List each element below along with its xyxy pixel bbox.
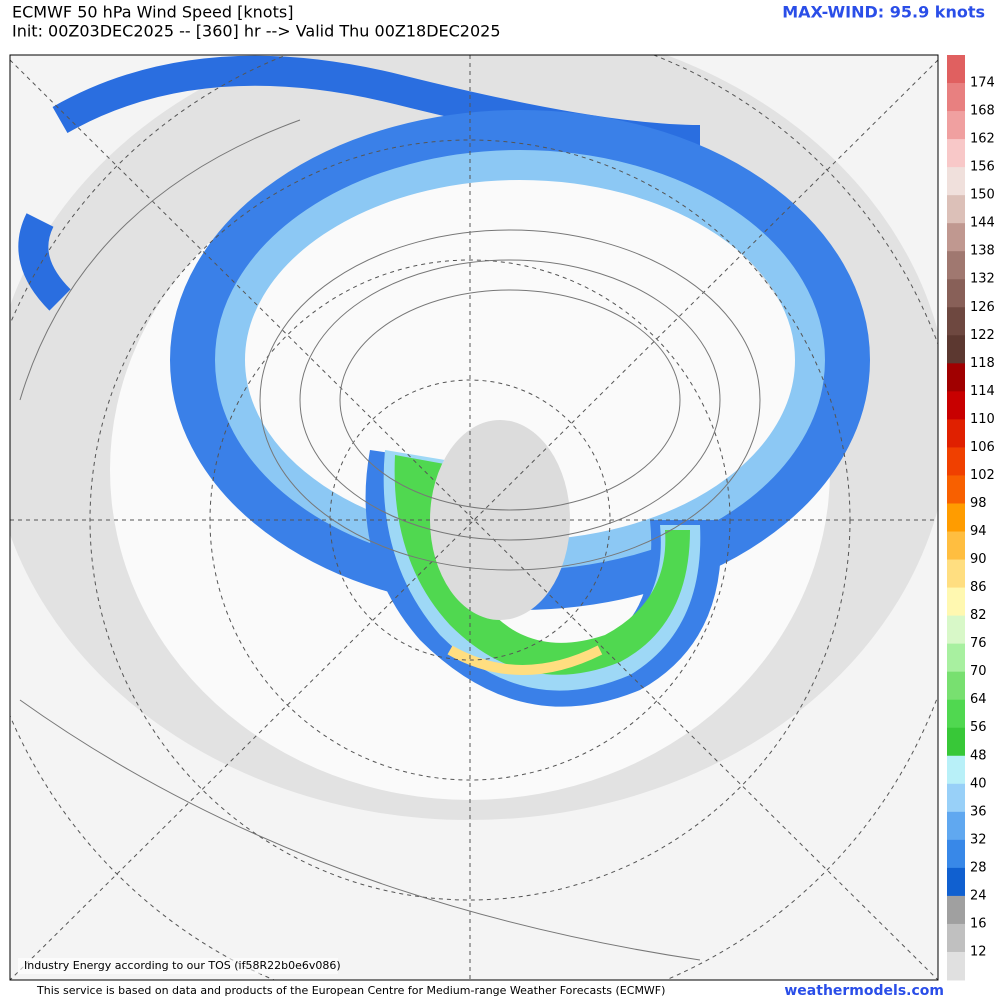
- title: ECMWF 50 hPa Wind Speed [knots]: [12, 3, 293, 22]
- colorbar-label: 64: [970, 692, 987, 707]
- colorbar-label: 106: [970, 440, 995, 455]
- colorbar-box: [947, 699, 965, 729]
- colorbar-label: 82: [970, 608, 987, 623]
- colorbar-box: [947, 867, 965, 897]
- colorbar-box: [947, 727, 965, 757]
- colorbar-label: 28: [970, 860, 987, 875]
- yellow-core: [447, 645, 603, 675]
- colorbar-box: [947, 475, 965, 504]
- colorbar-box: [947, 923, 965, 953]
- colorbar-label: 94: [970, 524, 987, 539]
- colorbar-label: 24: [970, 888, 987, 903]
- colorbar: 174 168 162 156 150 144 138 132 126 122 118 114 110 1…: [947, 55, 995, 981]
- graticule: [10, 55, 938, 980]
- colorbar-label: 98: [970, 496, 987, 511]
- colorbar-label: 122: [970, 328, 995, 343]
- colorbar-label: 56: [970, 720, 987, 735]
- max-wind: MAX-WIND: 95.9 knots: [782, 3, 985, 22]
- colorbar-box: [947, 587, 965, 617]
- colorbar-box: [947, 615, 965, 645]
- colorbar-label: 90: [970, 552, 987, 567]
- colorbar-box: [947, 167, 965, 196]
- green-band: [394, 455, 690, 675]
- colorbar-box: [947, 139, 965, 168]
- colorbar-label: 126: [970, 300, 995, 315]
- colorbar-label: 32: [970, 832, 987, 847]
- colorbar-box: [947, 951, 965, 981]
- colorbar-label: 102: [970, 468, 995, 483]
- colorbar-box: [947, 391, 965, 420]
- colorbar-box: [947, 83, 965, 112]
- colorbar-box: [947, 503, 965, 533]
- colorbar-label: 162: [970, 132, 995, 147]
- colorbar-label: 156: [970, 160, 995, 175]
- colorbar-label: 36: [970, 804, 987, 819]
- subtitle: Init: 00Z03DEC2025 -- [360] hr --> Valid…: [12, 22, 501, 41]
- colorbar-label: 138: [970, 244, 995, 259]
- colorbar-box: [947, 223, 965, 252]
- colorbar-box: [947, 839, 965, 869]
- colorbar-box: [947, 111, 965, 140]
- colorbar-box: [947, 783, 965, 813]
- colorbar-box: [947, 307, 965, 336]
- colorbar-box: [947, 811, 965, 841]
- colorbar-box: [947, 531, 965, 561]
- footer-note: This service is based on data and produc…: [36, 984, 665, 997]
- colorbar-box: [947, 55, 965, 84]
- colorbar-label: 76: [970, 636, 987, 651]
- map-frame: [9, 54, 939, 981]
- colorbar-label: 168: [970, 104, 995, 119]
- colorbar-label: 110: [970, 412, 995, 427]
- colorbar-label: 118: [970, 356, 995, 371]
- colorbar-box: [947, 447, 965, 476]
- footer-site: weathermodels.com: [784, 983, 944, 999]
- colorbar-label: 48: [970, 748, 987, 763]
- colorbar-label: 16: [970, 916, 987, 931]
- colorbar-label: 132: [970, 272, 995, 287]
- colorbar-box: [947, 363, 965, 392]
- colorbar-label: 12: [970, 944, 987, 959]
- colorbar-box: [947, 755, 965, 785]
- colorbar-box: [947, 671, 965, 701]
- colorbar-box: [947, 195, 965, 224]
- colorbar-label: 150: [970, 188, 995, 203]
- map: Industry Energy according to our TOS (if…: [10, 55, 938, 980]
- colorbar-label: 70: [970, 664, 987, 679]
- colorbar-label: 174: [970, 76, 995, 91]
- colorbar-label: 40: [970, 776, 987, 791]
- colorbar-box: [947, 559, 965, 589]
- colorbar-box: [947, 419, 965, 448]
- watermark: Industry Energy according to our TOS (if…: [24, 959, 341, 972]
- colorbar-box: [947, 279, 965, 308]
- colorbar-label: 114: [970, 384, 995, 399]
- streamlines: [19, 119, 761, 961]
- colorbar-box: [947, 335, 965, 364]
- colorbar-label: 144: [970, 216, 995, 231]
- watermark-bg: [18, 958, 338, 974]
- colorbar-box: [947, 643, 965, 673]
- colorbar-box: [947, 251, 965, 280]
- colorbar-label: 86: [970, 580, 987, 595]
- colorbar-box: [947, 895, 965, 925]
